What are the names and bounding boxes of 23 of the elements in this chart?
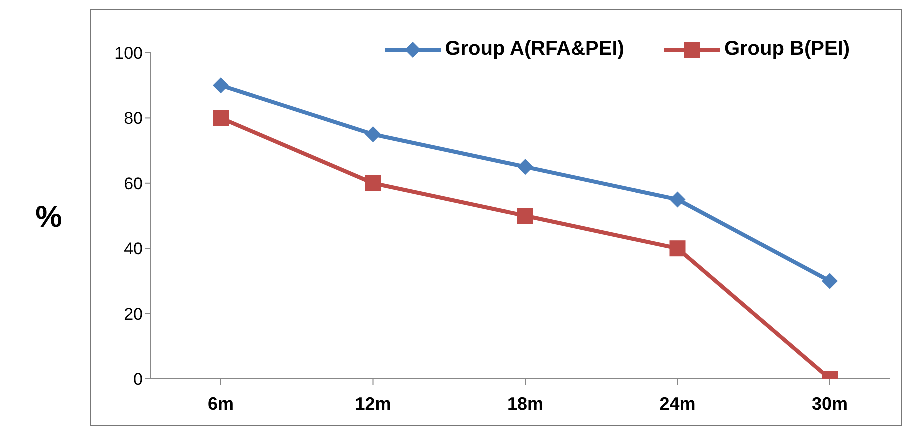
- y-tick-label: 60: [124, 174, 143, 194]
- x-tick-label: 24m: [660, 394, 696, 414]
- y-tick-label: 40: [124, 240, 143, 259]
- x-tick-label: 30m: [812, 394, 848, 414]
- x-tick-label: 18m: [507, 394, 544, 414]
- point: [365, 175, 382, 192]
- legend-label: Group B(PEI): [724, 38, 850, 61]
- x-tick-label: 6m: [208, 394, 234, 414]
- y-tick-label: 80: [124, 109, 143, 128]
- point: [365, 126, 382, 142]
- point: [670, 192, 686, 208]
- y-tick-label: 0: [134, 370, 143, 390]
- point: [518, 208, 534, 224]
- point: [518, 159, 534, 176]
- y-tick-label: 100: [114, 44, 143, 64]
- y-tick-label: 20: [124, 304, 143, 324]
- point: [213, 78, 229, 94]
- x-tick-label: 12m: [355, 394, 392, 414]
- point: [670, 240, 686, 257]
- legend-label: Group A(RFA&PEI): [445, 38, 624, 61]
- point: [822, 273, 838, 290]
- point: [213, 110, 229, 126]
- y-axis-title: %: [34, 200, 64, 234]
